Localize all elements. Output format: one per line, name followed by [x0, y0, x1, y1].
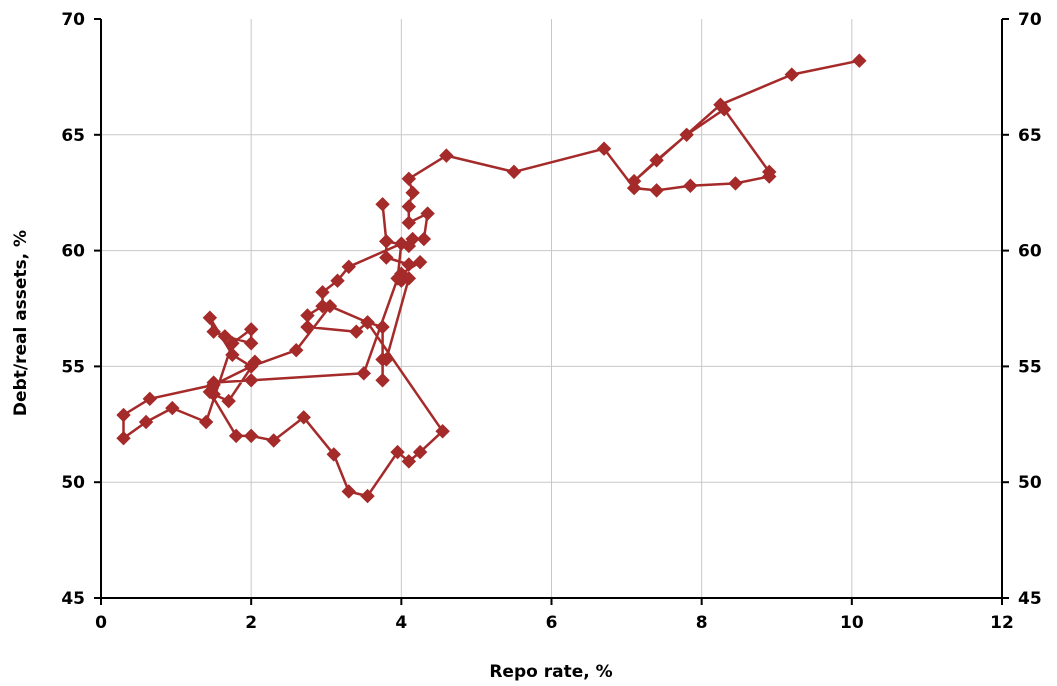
data-point — [243, 322, 259, 337]
data-point — [784, 67, 799, 82]
y-tick-label-left: 65 — [61, 126, 85, 146]
data-point — [326, 447, 341, 462]
data-point — [390, 271, 405, 286]
y-tick-label-left: 60 — [61, 242, 85, 262]
y-tick-label-left: 55 — [61, 357, 85, 377]
data-point — [375, 373, 390, 388]
data-point — [394, 236, 409, 251]
data-point — [243, 428, 259, 444]
data-point — [266, 433, 281, 448]
data-point — [683, 178, 698, 193]
y-axis-title: Debt/real assets, % — [11, 230, 31, 416]
data-point — [228, 428, 244, 444]
y-tick-label-right: 70 — [1018, 10, 1042, 30]
data-point — [596, 141, 612, 156]
data-point — [401, 215, 417, 231]
data-point — [202, 310, 218, 325]
data-point — [416, 231, 432, 247]
data-point — [138, 414, 154, 430]
data-point — [401, 199, 417, 214]
y-tick-label-right: 50 — [1018, 473, 1042, 493]
data-point — [439, 148, 454, 163]
data-point — [390, 444, 405, 460]
data-point — [217, 329, 233, 344]
series-line — [122, 59, 860, 498]
data-point — [375, 319, 390, 335]
data-point — [221, 393, 236, 409]
data-point — [401, 257, 417, 272]
data-point — [360, 488, 375, 504]
data-point — [379, 234, 394, 249]
data-series — [116, 53, 867, 504]
data-point — [243, 373, 259, 388]
data-point — [379, 250, 394, 265]
y-tick-label-right: 65 — [1018, 126, 1042, 146]
data-point — [649, 183, 664, 198]
x-tick-label: 4 — [395, 613, 407, 633]
data-point — [401, 454, 417, 469]
data-point — [296, 410, 311, 425]
data-point — [289, 342, 304, 358]
data-point — [300, 308, 315, 323]
y-tick-label-left: 50 — [61, 473, 85, 493]
data-point — [165, 400, 180, 416]
data-point — [405, 185, 420, 200]
data-point — [202, 384, 218, 400]
data-point — [716, 102, 732, 117]
x-tick-label: 6 — [546, 613, 558, 633]
data-point — [116, 430, 131, 446]
x-tick-label: 10 — [840, 613, 864, 633]
data-point — [435, 424, 450, 439]
data-point — [401, 271, 417, 286]
x-tick-label: 12 — [990, 613, 1014, 633]
data-point — [412, 254, 428, 270]
data-point — [375, 352, 390, 367]
data-point — [243, 359, 259, 374]
x-tick-label: 8 — [696, 613, 708, 633]
data-point — [852, 53, 867, 68]
y-tick-label-right: 45 — [1018, 589, 1042, 609]
data-point — [401, 171, 417, 187]
data-point — [198, 414, 214, 430]
data-point — [206, 324, 221, 339]
data-point — [142, 391, 158, 407]
x-tick-label: 2 — [245, 613, 257, 633]
x-tick-label: 0 — [95, 613, 107, 633]
data-point — [728, 176, 743, 191]
data-point — [375, 197, 390, 212]
x-axis-title: Repo rate, % — [489, 662, 612, 682]
data-point — [243, 336, 259, 351]
data-point — [360, 315, 375, 330]
data-point — [300, 319, 315, 335]
data-point — [506, 164, 522, 180]
grid-lines — [101, 19, 1002, 598]
data-point — [116, 407, 131, 423]
data-point — [649, 153, 664, 168]
data-point — [341, 259, 356, 275]
data-point — [322, 298, 338, 314]
y-tick-label-left: 45 — [61, 589, 85, 609]
data-point — [315, 285, 330, 300]
data-point — [626, 180, 642, 196]
data-point — [420, 206, 435, 221]
data-point — [349, 324, 364, 339]
data-point — [356, 366, 371, 381]
data-point — [679, 127, 694, 143]
y-tick-label-right: 55 — [1018, 357, 1042, 377]
data-point — [330, 273, 345, 288]
data-point — [225, 347, 240, 363]
data-point — [412, 444, 428, 460]
y-tick-label-right: 60 — [1018, 242, 1042, 262]
data-point — [762, 169, 777, 184]
y-tick-label-left: 70 — [61, 10, 85, 30]
data-point — [341, 484, 356, 499]
axes — [94, 18, 1009, 605]
